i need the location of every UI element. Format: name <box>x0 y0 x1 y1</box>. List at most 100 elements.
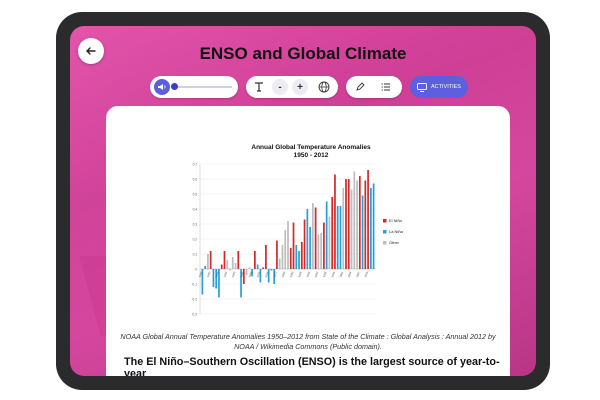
bar <box>312 203 314 269</box>
legend-label: Other <box>389 240 400 245</box>
bar <box>323 222 325 269</box>
speaker-icon <box>158 84 166 90</box>
bar <box>207 254 209 269</box>
x-tick-label: 1950 <box>198 270 204 277</box>
bar <box>212 269 215 287</box>
bar <box>254 251 256 269</box>
x-tick-label: 2007 <box>355 270 361 277</box>
list-icon <box>381 83 390 91</box>
volume-button[interactable] <box>154 79 170 95</box>
x-tick-label: 1965 <box>239 270 245 277</box>
bar <box>256 264 259 269</box>
bar <box>292 222 295 269</box>
x-tick-label: 1974 <box>264 270 270 277</box>
audio-slider-handle[interactable] <box>171 83 178 90</box>
bar <box>204 266 206 269</box>
bar <box>303 219 306 269</box>
bar <box>372 183 375 269</box>
x-tick-label: 1983 <box>289 270 295 277</box>
bar <box>334 174 336 269</box>
bar <box>328 216 331 269</box>
bar <box>331 197 334 269</box>
y-tick-label: 0.7 <box>193 163 198 167</box>
legend-label: La Niña <box>389 229 404 234</box>
y-tick-label: 0.6 <box>193 178 198 182</box>
x-tick-label: 1998 <box>330 270 336 277</box>
text-size-button[interactable] <box>252 79 268 95</box>
x-tick-label: 1986 <box>297 270 303 277</box>
legend-swatch <box>383 241 387 245</box>
x-tick-label: 1995 <box>322 270 328 277</box>
bar <box>361 195 364 269</box>
bar <box>298 251 300 269</box>
content-card: Annual Global Temperature Anomalies 1950… <box>106 106 510 376</box>
section-heading: The El Niño–Southern Oscillation (ENSO) … <box>124 356 500 376</box>
y-tick-label: 0 <box>195 268 197 272</box>
globe-icon <box>318 81 330 93</box>
bar <box>234 263 237 269</box>
font-increase-button[interactable]: + <box>292 79 308 95</box>
y-tick-label: 0.2 <box>193 238 198 242</box>
x-tick-label: 2004 <box>347 270 353 277</box>
bar <box>356 180 358 269</box>
bar <box>370 188 372 269</box>
bar <box>278 258 281 269</box>
bar <box>306 209 309 269</box>
audio-slider[interactable] <box>174 86 232 88</box>
notes-button[interactable] <box>378 79 394 95</box>
bar <box>314 207 317 269</box>
x-tick-label: 1953 <box>206 270 212 277</box>
bar <box>287 221 289 269</box>
bar <box>248 267 251 269</box>
text-size-icon <box>255 82 263 92</box>
activities-label: ACTIVITIES <box>431 84 461 90</box>
back-button[interactable] <box>78 38 104 64</box>
bar <box>237 251 240 269</box>
x-tick-label: 1980 <box>280 270 286 277</box>
bar <box>284 230 287 269</box>
bar <box>229 269 231 271</box>
bar <box>295 245 298 269</box>
bar <box>265 245 267 269</box>
tablet-frame: ENSO and Global Climate - + <box>56 12 550 390</box>
x-tick-label: 1971 <box>256 270 262 277</box>
highlight-button[interactable] <box>352 79 368 95</box>
bar <box>350 189 353 269</box>
bar <box>325 201 328 269</box>
bar <box>309 227 311 269</box>
figure-caption: NOAA Global Annual Temperature Anomalies… <box>120 332 496 351</box>
bar <box>339 206 342 269</box>
page-title: ENSO and Global Climate <box>199 44 407 63</box>
bar <box>201 269 204 295</box>
x-tick-label: 1977 <box>272 270 278 277</box>
bar <box>364 180 367 269</box>
x-tick-label: 1956 <box>214 270 220 277</box>
activities-button[interactable]: ACTIVITIES <box>410 76 468 98</box>
x-tick-label: 2010 <box>363 270 369 277</box>
chart-subtitle: 1950 - 2012 <box>293 152 329 159</box>
bar <box>220 264 223 269</box>
chart-figure: Annual Global Temperature Anomalies 1950… <box>186 142 436 328</box>
app-screen: ENSO and Global Climate - + <box>70 26 536 376</box>
y-tick-label: -0.1 <box>192 283 198 287</box>
bar <box>320 233 322 269</box>
bar <box>300 242 303 269</box>
y-tick-label: 0.1 <box>193 253 198 257</box>
bar <box>367 170 369 269</box>
font-decrease-button[interactable]: - <box>272 79 288 95</box>
y-tick-label: 0.4 <box>193 208 198 212</box>
bar <box>251 269 253 277</box>
text-controls: - + <box>246 76 338 98</box>
language-button[interactable] <box>316 79 332 95</box>
audio-player <box>150 76 238 98</box>
bar <box>218 269 220 298</box>
bar <box>262 267 264 269</box>
chart-title: Annual Global Temperature Anomalies 1950… <box>186 144 436 160</box>
y-tick-label: 0.5 <box>193 193 198 197</box>
bar <box>336 206 339 269</box>
x-tick-label: 1968 <box>247 270 253 277</box>
legend-swatch <box>383 219 387 223</box>
bar <box>276 240 278 269</box>
y-tick-label: -0.2 <box>192 298 198 302</box>
